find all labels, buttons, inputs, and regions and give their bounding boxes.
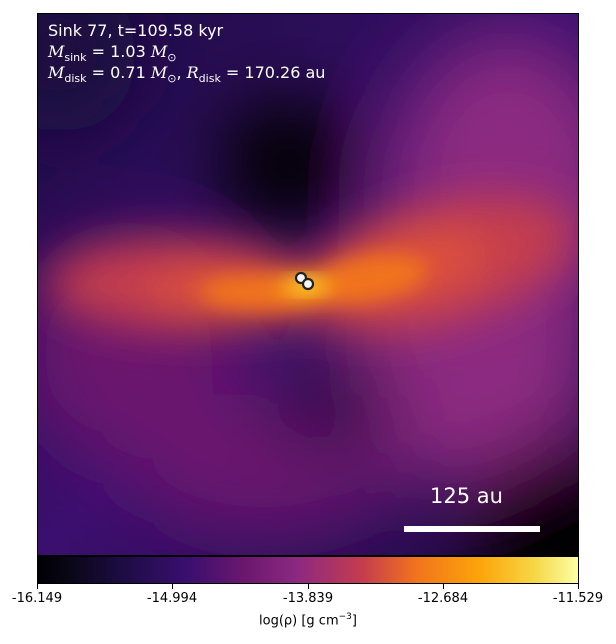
mdisk-value: = 0.71 [91, 63, 146, 82]
colorbar [37, 556, 579, 584]
msun-symbol-2: M [150, 63, 168, 82]
colorbar-tick-label: -14.994 [146, 591, 198, 606]
rdisk-sub: disk [198, 72, 221, 86]
colorbar-tick [578, 584, 579, 589]
scale-bar-label: 125 au [430, 484, 503, 508]
sink-title: Sink 77, t=109.58 kyr [48, 21, 224, 40]
colorbar-tick-label: -16.149 [11, 591, 63, 606]
msink-symbol: M [48, 42, 65, 61]
rdisk-value: = 170.26 au [225, 63, 326, 82]
disk-line: Mdisk = 0.71 M⊙, Rdisk = 170.26 au [48, 63, 326, 86]
density-map: Sink 77, t=109.58 kyr Msink = 1.03 M⊙ Md… [37, 13, 579, 556]
msun-sub: ⊙ [167, 51, 177, 65]
density-image [38, 14, 578, 555]
colorbar-tick-label: -13.839 [282, 591, 334, 606]
colorbar-tick [172, 584, 173, 589]
colorbar-tick [37, 584, 38, 589]
colorbar-tick [308, 584, 309, 589]
colorbar-tick-label: -11.529 [552, 591, 604, 606]
msink-value: = 1.03 [91, 42, 146, 61]
mdisk-symbol: M [48, 63, 65, 82]
sink-particle-b [301, 277, 315, 291]
colorbar-tick [443, 584, 444, 589]
msun-symbol: M [150, 42, 168, 61]
colorbar-label: log(ρ) [g cm−3] [259, 612, 357, 628]
colorbar-label-exponent: −3 [338, 612, 352, 622]
colorbar-tick-label: -12.684 [417, 591, 469, 606]
scale-bar [404, 526, 540, 532]
mdisk-sub: disk [64, 72, 87, 86]
colorbar-label-prefix: log(ρ) [g cm [259, 613, 339, 629]
sink-mass-line: Msink = 1.03 M⊙ [48, 42, 176, 68]
rdisk-symbol: R [186, 63, 199, 82]
msun-sub-2: ⊙ [167, 72, 177, 86]
msink-sub: sink [64, 51, 87, 65]
colorbar-label-suffix: ] [351, 613, 357, 629]
